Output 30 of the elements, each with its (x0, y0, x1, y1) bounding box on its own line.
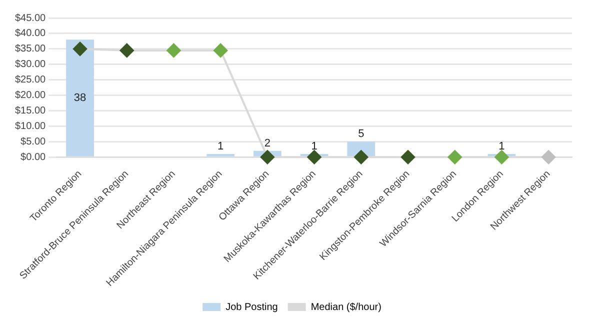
data-label: 1 (498, 140, 505, 153)
point (120, 43, 134, 58)
y-tick-label: $30.00 (14, 59, 46, 70)
point (542, 150, 556, 164)
point (401, 150, 416, 164)
legend-label: Median ($/hour) (310, 302, 382, 313)
y-tick-label: $0.00 (20, 152, 46, 163)
data-label: 5 (358, 128, 364, 140)
legend-label: Job Posting (226, 302, 278, 313)
point (448, 150, 462, 164)
y-tick-label: $25.00 (14, 74, 46, 86)
point (214, 43, 228, 58)
y-tick-label: $20.00 (14, 90, 46, 102)
point (166, 43, 181, 58)
point (494, 150, 509, 164)
data-label: 1 (218, 140, 224, 153)
bar (66, 40, 94, 156)
point (354, 150, 368, 164)
y-tick-label: $15.00 (14, 105, 46, 116)
point (307, 150, 322, 164)
y-tick-label: $5.00 (20, 136, 46, 148)
point (73, 42, 88, 56)
y-tick-label: $45.00 (14, 12, 46, 24)
data-label: 1 (311, 140, 318, 153)
y-tick-label: $10.00 (14, 120, 46, 132)
data-label: 38 (74, 92, 86, 104)
point (260, 150, 274, 164)
y-tick-label: $40.00 (14, 28, 46, 40)
data-label: 2 (264, 137, 270, 150)
y-tick-label: $35.00 (14, 44, 46, 55)
